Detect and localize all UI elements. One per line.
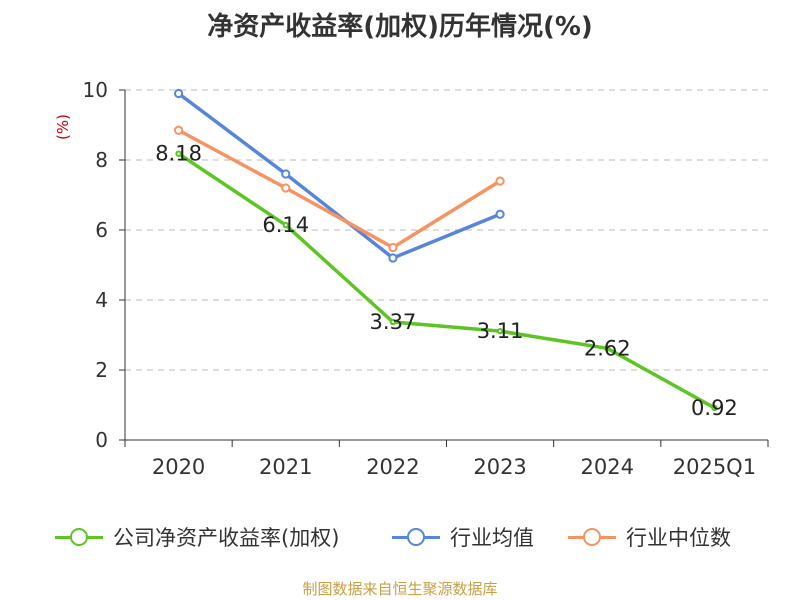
legend-swatch-industry-median: [568, 527, 616, 547]
data-label-5: 0.92: [691, 396, 738, 420]
series-1-point-3: [495, 209, 505, 219]
series-1-point-2: [388, 253, 398, 263]
legend-item-industry-median[interactable]: 行业中位数: [568, 520, 731, 554]
series-0-point-4: [604, 345, 611, 352]
legend-label-industry-median: 行业中位数: [626, 526, 731, 550]
y-tick-label-10: 10: [83, 78, 108, 102]
source-note: 制图数据来自恒生聚源数据库: [302, 580, 498, 598]
series-1-point-1: [281, 169, 291, 179]
series-2-point-0: [173, 125, 184, 135]
y-tick-label-8: 8: [95, 148, 108, 172]
series-0-point-1: [282, 221, 289, 229]
series-1-point-0: [173, 88, 184, 99]
x-tick-label-2024: 2024: [581, 455, 634, 479]
legend-item-industry-mean[interactable]: 行业均值: [392, 520, 534, 554]
y-tick-label-6: 6: [95, 218, 108, 242]
legend-swatch-company-roe: [55, 527, 103, 547]
legend-label-industry-mean: 行业均值: [450, 526, 534, 550]
legend-swatch-industry-mean: [392, 527, 440, 547]
x-tick-label-2021: 2021: [259, 455, 312, 479]
x-tick-label-2023: 2023: [473, 455, 526, 479]
chart-title: 净资产收益率(加权)历年情况(%): [207, 12, 593, 42]
series-line-1: [176, 91, 502, 260]
series-2-point-3: [495, 176, 505, 186]
x-tick-label-2020: 2020: [152, 455, 205, 479]
grid-lines: [125, 89, 768, 371]
x-tick-label-2022: 2022: [366, 455, 419, 479]
data-label-4: 2.62: [584, 336, 631, 360]
series-group: [173, 88, 718, 411]
data-label-0: 8.18: [155, 142, 202, 166]
legend-item-company-roe[interactable]: 公司净资产收益率(加权): [55, 520, 339, 554]
series-0-point-5: [711, 404, 718, 411]
legend-label-company-roe: 公司净资产收益率(加权): [113, 526, 340, 550]
axes: [119, 89, 769, 447]
data-label-2: 3.37: [370, 310, 417, 334]
data-label-3: 3.11: [477, 319, 524, 343]
series-2-point-2: [388, 242, 398, 253]
series-2-point-1: [281, 183, 291, 193]
data-labels: 8.18 6.14 3.37 3.11 2.62 0.92: [155, 142, 738, 420]
x-tick-label-2025Q1: 2025Q1: [673, 455, 756, 479]
data-label-1: 6.14: [262, 213, 309, 237]
tick-labels: 0 2 4 6 8 10 2020 2021 2022 2023 2024 2025Q1: [83, 78, 757, 479]
y-axis-label: (%): [54, 114, 72, 140]
series-0-point-3: [496, 327, 504, 335]
y-tick-label-2: 2: [95, 358, 108, 382]
series-line-2: [176, 128, 502, 250]
series-0-point-2: [389, 318, 397, 326]
series-0-point-0: [175, 150, 182, 157]
y-tick-label-0: 0: [95, 428, 108, 452]
y-tick-label-4: 4: [95, 288, 108, 312]
legend: 公司净资产收益率(加权) 行业均值 行业中位数: [0, 520, 800, 554]
series-line-0: [176, 151, 717, 410]
